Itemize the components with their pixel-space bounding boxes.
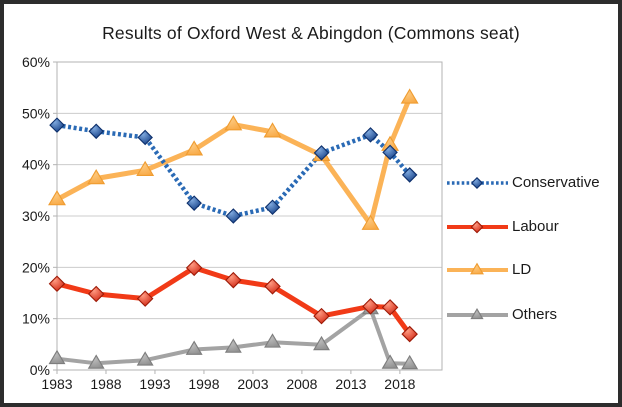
chart-title: Results of Oxford West & Abingdon (Commo… xyxy=(102,23,520,43)
x-axis: 1983 1988 1993 1998 2003 2008 2013 2018 xyxy=(41,370,416,392)
legend-sample-others xyxy=(447,307,508,320)
y-tick-label: 50% xyxy=(22,105,50,121)
x-tick-label: 1993 xyxy=(139,376,170,392)
x-tick-label: 1988 xyxy=(90,376,121,392)
y-tick-label: 40% xyxy=(22,157,50,173)
legend-sample-labour xyxy=(447,220,508,234)
series-line-ld xyxy=(54,95,413,227)
legend-label-labour: Labour xyxy=(512,218,559,235)
x-tick-label: 2008 xyxy=(286,376,317,392)
x-tick-label: 2018 xyxy=(384,376,415,392)
legend-label-others: Others xyxy=(512,306,558,323)
legend-sample-conservative xyxy=(447,176,508,190)
y-tick-label: 0% xyxy=(30,362,50,378)
series-markers-ld xyxy=(48,88,419,230)
y-tick-label: 20% xyxy=(22,259,50,275)
legend-label-ld: LD xyxy=(512,261,532,278)
x-tick-label: 1998 xyxy=(188,376,219,392)
series-line-others xyxy=(55,306,412,366)
series-line-conservative xyxy=(56,122,412,219)
series-markers-conservative xyxy=(49,117,418,224)
series-markers-others xyxy=(48,299,419,370)
plot-border xyxy=(56,61,443,371)
y-tick-label: 30% xyxy=(22,208,50,224)
series-markers-labour xyxy=(48,259,418,343)
y-tick-label: 10% xyxy=(22,311,50,327)
x-tick-label: 1983 xyxy=(41,376,72,392)
legend-label-conservative: Conservative xyxy=(512,174,600,191)
y-tick-label: 60% xyxy=(22,54,50,70)
x-tick-label: 2013 xyxy=(335,376,366,392)
line-chart: 0% 10% 20% 30% 40% 50% 60% 1983 1988 1993 1998 2003… xyxy=(22,54,508,392)
legend-sample-ld xyxy=(447,262,508,275)
x-tick-label: 2003 xyxy=(237,376,268,392)
series-line-labour xyxy=(54,265,413,337)
